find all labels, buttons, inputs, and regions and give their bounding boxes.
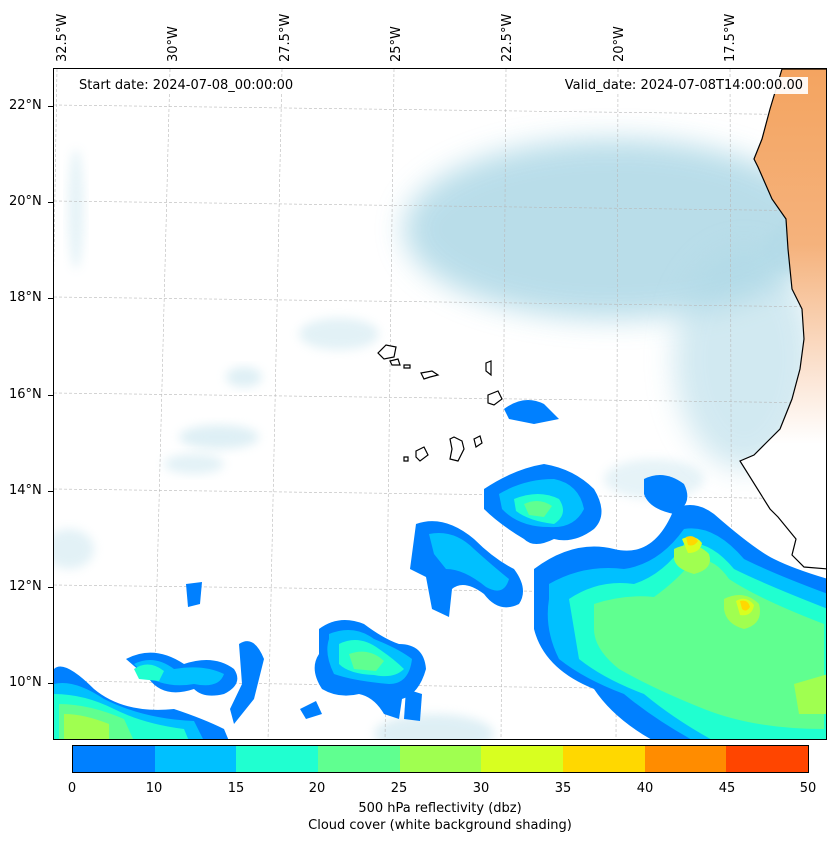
reflectivity-cell (186, 582, 202, 607)
island (473, 435, 483, 448)
reflectivity-cell (300, 701, 322, 719)
map-canvas (54, 69, 826, 739)
reflectivity-cell (64, 714, 109, 739)
lat-tick (48, 202, 53, 203)
lat-tick (48, 491, 53, 492)
colorbar-subtitle: Cloud cover (white background shading) (308, 818, 572, 833)
lat-label-20n: 20°N (9, 194, 42, 209)
cloud-mass-coast (674, 249, 814, 469)
colorbar-tick-label: 40 (636, 781, 654, 796)
lat-label-22n: 22°N (9, 98, 42, 113)
lat-tick (48, 587, 53, 588)
island (389, 358, 401, 366)
lon-label-32-5w: 32.5°W (55, 13, 70, 62)
colorbar-tick-label: 35 (554, 781, 572, 796)
island (377, 344, 397, 360)
colorbar-bin (154, 746, 237, 772)
cloud-patch (299, 318, 379, 350)
lon-label-27-5w: 27.5°W (278, 13, 293, 62)
start-date-label: Start date: 2024-07-08_00:00:00 (74, 77, 299, 94)
reflectivity-cell (674, 545, 710, 574)
colorbar-title: 500 hPa reflectivity (dbz) (358, 801, 522, 816)
colorbar-tick-label: 20 (308, 781, 326, 796)
reflectivity-cell (740, 600, 750, 611)
colorbar (72, 745, 809, 773)
colorbar-bin (481, 746, 564, 772)
lat-tick (48, 395, 53, 396)
island (420, 370, 440, 380)
lat-tick (48, 298, 53, 299)
reflectivity-cell (794, 674, 826, 714)
reflectivity-cell (686, 536, 698, 546)
cloud-patch (226, 367, 262, 387)
colorbar-tick-label: 0 (67, 781, 77, 796)
reflectivity-cell (524, 500, 552, 517)
lon-label-30w: 30°W (166, 26, 181, 62)
lon-label-20w: 20°W (612, 26, 627, 62)
reflectivity-cell (230, 641, 264, 724)
colorbar-tick-label: 50 (799, 781, 817, 796)
colorbar-bin (399, 746, 482, 772)
colorbar-bin (644, 746, 727, 772)
lat-label-18n: 18°N (9, 290, 42, 305)
cloud-patch (68, 149, 84, 269)
island (449, 436, 465, 462)
reflectivity-cell (134, 664, 164, 681)
colorbar-bin (318, 746, 400, 772)
lat-label-10n: 10°N (9, 675, 42, 690)
lat-label-14n: 14°N (9, 483, 42, 498)
island (403, 456, 409, 462)
reflectivity-cell (404, 689, 422, 721)
colorbar-tick-label: 25 (390, 781, 408, 796)
lat-label-12n: 12°N (9, 579, 42, 594)
reflectivity-cell (594, 558, 824, 729)
lat-label-16n: 16°N (9, 387, 42, 402)
cape-verde-islands (377, 344, 503, 462)
lat-tick (48, 683, 53, 684)
cloud-patch (179, 425, 259, 449)
colorbar-bin (236, 746, 319, 772)
land-africa (739, 69, 826, 570)
colorbar-tick-label: 30 (472, 781, 490, 796)
colorbar-tick-label: 10 (145, 781, 163, 796)
island (485, 360, 492, 377)
lat-tick (48, 106, 53, 107)
colorbar-tick-label: 15 (227, 781, 245, 796)
reflectivity-cell (504, 400, 559, 424)
cloud-patch (164, 454, 224, 474)
lon-label-22-5w: 22.5°W (500, 13, 515, 62)
lon-label-25w: 25°W (389, 26, 404, 62)
reflectivity-cell (429, 533, 509, 591)
cloud-patch (54, 529, 94, 569)
island (487, 390, 503, 406)
colorbar-bin (73, 746, 155, 772)
map-panel[interactable]: Start date: 2024-07-08_00:00:00 Valid_da… (53, 68, 827, 740)
colorbar-tick-label: 45 (718, 781, 736, 796)
reflectivity-layer (54, 400, 826, 739)
island (415, 446, 429, 462)
colorbar-bin (726, 746, 809, 772)
island (403, 364, 411, 369)
lon-label-17-5w: 17.5°W (723, 13, 738, 62)
colorbar-bin (563, 746, 645, 772)
cloud-patch (374, 714, 494, 739)
reflectivity-cell (644, 475, 688, 514)
reflectivity-cell (349, 651, 384, 671)
valid-date-label: Valid_date: 2024-07-08T14:00:00.00 (559, 77, 808, 94)
